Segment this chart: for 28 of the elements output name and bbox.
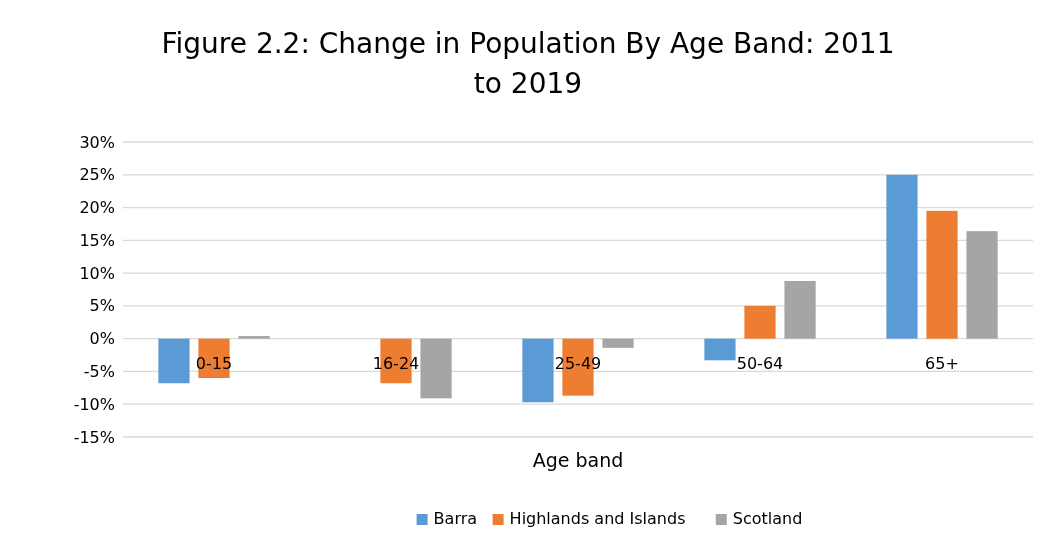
y-tick-label: -5% <box>83 362 115 382</box>
bar <box>522 338 554 403</box>
bar <box>886 174 918 339</box>
x-tick-label: 50-64 <box>736 353 784 373</box>
legend-label: Scotland <box>732 509 803 528</box>
x-tick-label: 65+ <box>925 353 959 373</box>
y-tick-label: 30% <box>79 132 115 152</box>
bar <box>238 336 270 339</box>
bar <box>926 210 958 339</box>
x-axis-title: Age band <box>532 449 624 471</box>
chart-title: Figure 2.2: Change in Population By Age Band: 2011 to 2019 <box>161 27 895 100</box>
y-tick-label: -15% <box>73 427 115 447</box>
y-tick-label: 15% <box>79 230 115 250</box>
legend-label: Barra <box>433 509 478 528</box>
y-tick-label: 25% <box>79 165 115 185</box>
bar <box>420 338 452 399</box>
bar <box>966 231 998 339</box>
bar <box>158 338 190 384</box>
y-tick-label: -10% <box>73 394 115 414</box>
y-tick-label: 20% <box>79 198 115 218</box>
y-tick-label: 0% <box>89 329 115 349</box>
bar <box>744 305 776 339</box>
y-tick-label: 10% <box>79 263 115 283</box>
bar <box>602 338 634 348</box>
bar <box>704 338 736 361</box>
legend-label: Highlands and Islands <box>509 509 686 528</box>
bar <box>784 280 816 339</box>
y-tick-label: 5% <box>89 296 115 316</box>
